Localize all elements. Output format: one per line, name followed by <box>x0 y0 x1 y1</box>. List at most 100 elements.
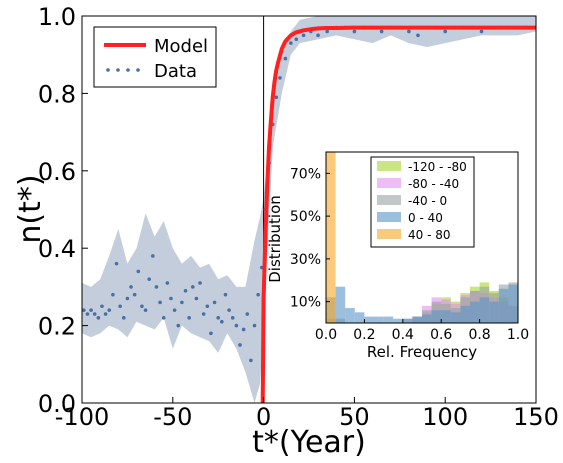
data-point <box>136 269 141 274</box>
data-point <box>274 95 279 100</box>
legend-model-label: Model <box>154 36 208 57</box>
data-point <box>140 304 144 309</box>
inset-legend-swatch <box>377 229 401 239</box>
inset-legend-label: -40 - 0 <box>408 194 447 208</box>
histogram-bar <box>441 310 451 323</box>
histogram-bar <box>422 314 432 323</box>
data-point <box>220 319 224 324</box>
data-point <box>416 33 420 38</box>
data-point <box>172 308 177 312</box>
inset-legend: -120 - -80 -80 - -40 -40 - 0 0 - 40 40 - 80 <box>370 156 475 248</box>
data-point <box>118 304 122 309</box>
inset-x-tick-label: 0.2 <box>353 327 375 343</box>
histogram-bar <box>326 152 336 323</box>
data-point <box>252 323 257 328</box>
data-point <box>92 312 97 316</box>
data-point <box>121 316 126 320</box>
inset-plot: 0.0 0.2 0.4 0.6 0.8 1.0 10% 30% 50% 70% Rel. Fre… <box>266 151 529 361</box>
inset-legend-label: 40 - 80 <box>408 228 451 242</box>
histogram-bar <box>393 318 403 323</box>
data-point <box>479 29 484 34</box>
histogram-bar <box>354 312 365 323</box>
histogram-bar <box>508 284 518 323</box>
main-legend-box <box>93 26 217 88</box>
inset-y-tick-label: 10% <box>290 295 321 311</box>
data-point <box>256 292 260 297</box>
data-point <box>443 29 448 34</box>
inset-y-axis-label: Distribution <box>266 195 284 283</box>
main-x-tick-label: 150 <box>513 403 559 431</box>
data-point <box>190 285 195 289</box>
data-point <box>169 296 173 301</box>
inset-legend-swatch <box>377 195 401 205</box>
inset-legend-label: -80 - -40 <box>408 177 459 191</box>
model-line <box>260 25 536 403</box>
data-point <box>230 316 235 320</box>
main-x-tick-label: 0 <box>256 403 271 431</box>
data-point <box>352 29 357 34</box>
inset-y-tick-label: 70% <box>290 166 321 182</box>
legend-data-swatch <box>106 68 140 72</box>
main-x-tick-label: 100 <box>422 403 468 431</box>
histogram-bar <box>335 286 346 323</box>
data-point <box>212 300 217 305</box>
inset-plot-frame <box>325 151 519 324</box>
data-point <box>183 288 188 293</box>
data-point <box>249 358 253 363</box>
main-y-tick-label: 0.6 <box>38 158 76 186</box>
data-point <box>100 304 104 309</box>
data-point <box>85 312 90 316</box>
data-point <box>180 300 184 305</box>
data-point <box>209 331 213 336</box>
data-point <box>158 300 162 305</box>
inset-legend-swatch <box>377 178 401 188</box>
inset-x-tick-label: 0.6 <box>430 327 452 343</box>
inset-x-axis-label: Rel. Frequency <box>367 343 477 361</box>
main-y-axis-label: n(t*) <box>13 174 48 243</box>
uncertainty-band <box>82 16 536 403</box>
data-point <box>301 33 306 38</box>
main-plot-frame <box>81 15 537 404</box>
data-point <box>154 285 159 289</box>
main-x-tick-label: 50 <box>339 403 370 431</box>
data-point <box>316 33 320 38</box>
main-x-tick-label: -50 <box>153 403 192 431</box>
data-point <box>187 316 191 320</box>
data-point <box>165 281 170 285</box>
data-point <box>407 29 411 34</box>
histogram-bar <box>412 316 422 323</box>
data-point <box>238 343 242 347</box>
data-point <box>132 292 137 297</box>
histogram-bar <box>460 305 470 323</box>
data-point <box>103 312 108 316</box>
inset-x-tick-label: 0.8 <box>468 327 490 343</box>
inset-x-tick-label: 0.4 <box>392 327 414 343</box>
inset-x-tick-label: 0.0 <box>315 327 337 343</box>
histogram-bar <box>498 288 509 323</box>
inset-legend-label: 0 - 40 <box>408 211 443 225</box>
data-point <box>96 316 101 320</box>
histogram-bar <box>450 312 461 323</box>
histogram-bar <box>374 316 384 323</box>
inset-y-tick-label: 30% <box>290 252 321 268</box>
data-point <box>194 296 199 301</box>
main-y-tick-label: 0.2 <box>38 313 76 341</box>
main-legend: Model Data <box>93 26 217 88</box>
legend-data-dot <box>136 68 140 72</box>
legend-data-dot <box>116 68 120 72</box>
data-point <box>289 41 293 45</box>
data-point <box>151 254 155 258</box>
data-point <box>107 308 112 312</box>
inset-legend-swatch <box>377 161 401 171</box>
data-point <box>278 76 282 80</box>
data-point <box>82 308 86 312</box>
inset-x-tick-label: 1.0 <box>507 327 529 343</box>
data-point <box>205 304 210 309</box>
data-point <box>143 308 148 312</box>
histogram-bar <box>364 316 374 323</box>
data-point <box>241 327 246 332</box>
data-point <box>89 308 93 312</box>
data-point <box>111 292 115 297</box>
main-y-tick-label: 0.4 <box>38 235 76 263</box>
